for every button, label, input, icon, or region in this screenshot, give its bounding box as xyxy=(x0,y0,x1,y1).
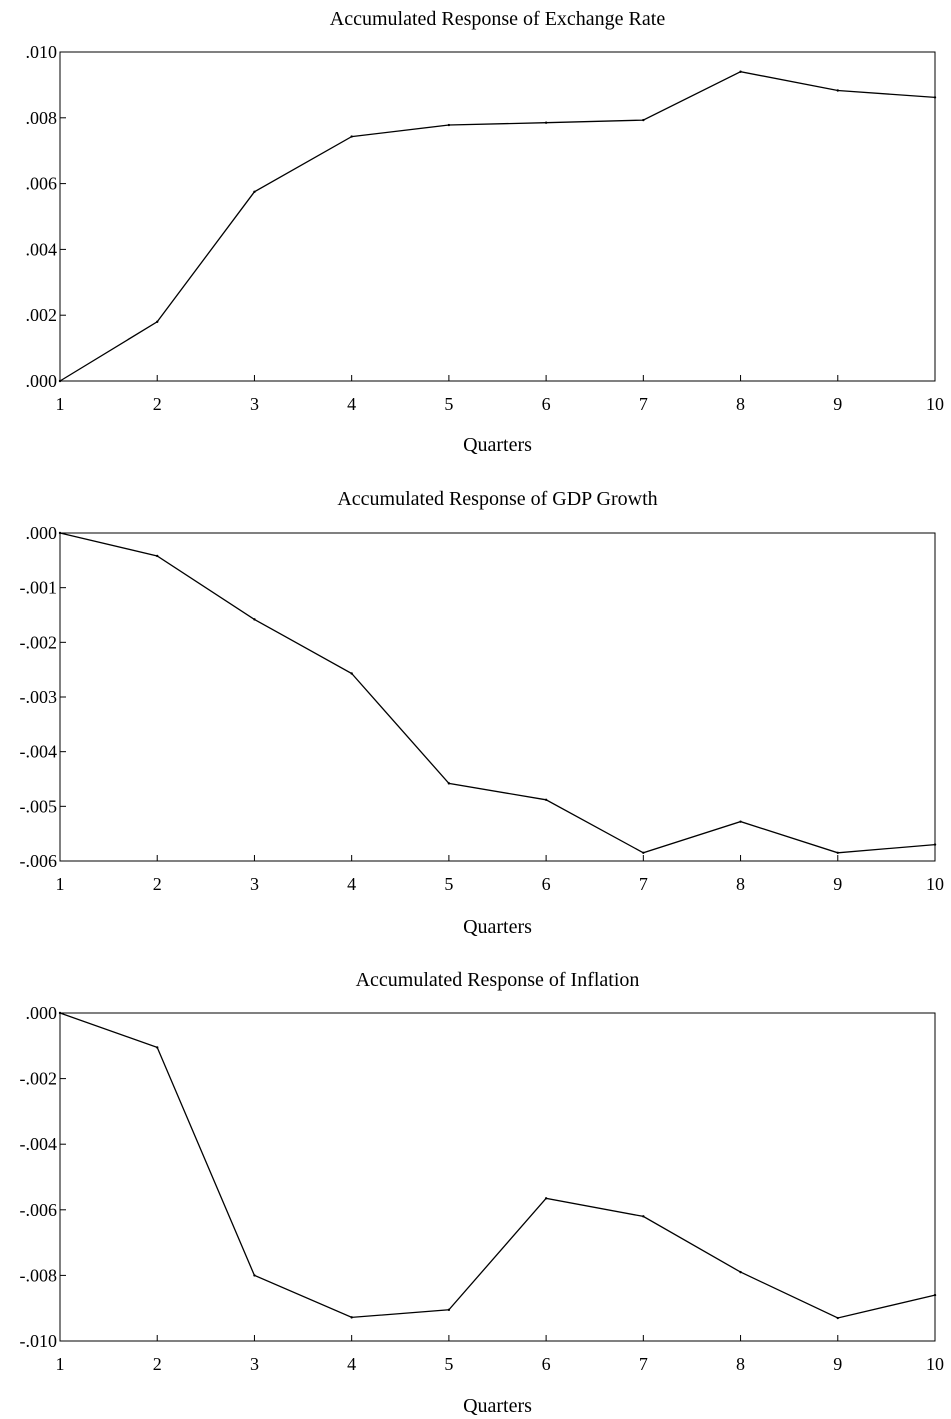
data-point xyxy=(836,1316,839,1320)
x-tick-label: 6 xyxy=(542,394,551,414)
chart-title: Accumulated Response of GDP Growth xyxy=(337,488,657,510)
x-tick-label: 8 xyxy=(736,1354,745,1374)
data-point xyxy=(933,96,937,99)
response-line xyxy=(59,71,936,382)
y-tick-label: .000 xyxy=(26,523,58,543)
x-tick-label: 9 xyxy=(833,1354,842,1374)
y-tick-label: -.010 xyxy=(20,1331,58,1351)
data-point xyxy=(156,320,159,323)
data-point xyxy=(836,851,839,854)
data-point xyxy=(447,782,451,785)
x-tick-label: 2 xyxy=(153,1354,162,1374)
y-tick-label: -.002 xyxy=(20,632,58,652)
chart-title: Accumulated Response of Inflation xyxy=(356,969,640,991)
data-point xyxy=(544,798,548,801)
data-point xyxy=(642,1215,645,1218)
x-tick-label: 3 xyxy=(250,394,259,414)
x-tick-label: 4 xyxy=(347,874,356,894)
chart-title: Accumulated Response of Exchange Rate xyxy=(330,8,666,30)
x-axis-label: Quarters xyxy=(463,434,532,456)
data-point xyxy=(447,123,451,127)
y-tick-label: -.001 xyxy=(20,578,58,598)
data-point xyxy=(156,1046,159,1049)
y-tick-label: -.005 xyxy=(20,796,58,816)
y-tick-label: -.006 xyxy=(20,851,58,871)
data-point xyxy=(836,89,839,92)
data-point xyxy=(933,843,937,846)
data-point xyxy=(253,190,256,194)
data-point xyxy=(58,379,62,383)
x-tick-label: 7 xyxy=(639,394,648,414)
data-point xyxy=(642,851,645,854)
y-tick-label: -.004 xyxy=(20,742,58,762)
x-tick-label: 6 xyxy=(542,874,551,894)
data-point xyxy=(58,531,62,535)
y-tick-label: -.006 xyxy=(20,1200,58,1220)
data-point xyxy=(544,121,548,124)
data-point xyxy=(58,1011,62,1015)
y-tick-label: .010 xyxy=(26,42,58,62)
plot-frame xyxy=(59,51,936,382)
y-tick-label: -.002 xyxy=(20,1069,58,1089)
data-point xyxy=(253,618,256,621)
x-tick-label: 10 xyxy=(926,394,944,414)
x-axis-label: Quarters xyxy=(463,916,532,938)
y-tick-label: -.003 xyxy=(20,687,58,707)
data-point xyxy=(739,1270,742,1274)
x-tick-label: 2 xyxy=(153,874,162,894)
response-line xyxy=(59,532,936,854)
x-tick-label: 5 xyxy=(444,394,453,414)
x-tick-label: 5 xyxy=(444,1354,453,1374)
y-tick-label: -.008 xyxy=(20,1265,58,1285)
y-tick-label: .000 xyxy=(26,1003,58,1023)
data-point xyxy=(350,135,353,138)
data-point xyxy=(739,820,742,823)
y-tick-label: -.004 xyxy=(20,1134,58,1154)
x-tick-label: 7 xyxy=(639,1354,648,1374)
x-tick-label: 10 xyxy=(926,1354,944,1374)
response-line xyxy=(59,1012,936,1319)
x-tick-label: 4 xyxy=(347,1354,356,1374)
x-tick-label: 3 xyxy=(250,874,259,894)
x-tick-label: 8 xyxy=(736,874,745,894)
chart-panel-1: Accumulated Response of Exchange Rate .00… xyxy=(26,8,945,456)
y-tick-label: .004 xyxy=(26,239,58,259)
data-point xyxy=(350,672,353,675)
x-tick-label: 9 xyxy=(833,394,842,414)
chart-panel-3: Accumulated Response of Inflation .000 -.0… xyxy=(20,969,945,1417)
x-tick-label: 1 xyxy=(56,394,65,414)
y-tick-label: .006 xyxy=(26,174,58,194)
x-tick-label: 7 xyxy=(639,874,648,894)
plot-frame xyxy=(59,532,936,862)
data-point xyxy=(642,118,645,122)
y-tick-label: .008 xyxy=(26,108,58,128)
data-point xyxy=(350,1316,353,1319)
x-tick-label: 5 xyxy=(444,874,453,894)
x-tick-label: 4 xyxy=(347,394,356,414)
x-tick-label: 8 xyxy=(736,394,745,414)
y-tick-label: .000 xyxy=(26,371,58,391)
x-tick-label: 1 xyxy=(56,1354,65,1374)
x-tick-label: 6 xyxy=(542,1354,551,1374)
data-point xyxy=(253,1274,256,1277)
plot-frame xyxy=(59,1012,936,1342)
chart-panel-2: Accumulated Response of GDP Growth .000 -.… xyxy=(20,488,945,938)
data-point xyxy=(933,1293,937,1297)
data-point xyxy=(156,554,159,558)
x-tick-label: 2 xyxy=(153,394,162,414)
data-point xyxy=(447,1308,451,1312)
y-tick-label: .002 xyxy=(26,305,58,325)
x-tick-label: 3 xyxy=(250,1354,259,1374)
data-point xyxy=(544,1197,548,1200)
x-tick-label: 9 xyxy=(833,874,842,894)
x-tick-label: 1 xyxy=(56,874,65,894)
data-point xyxy=(739,70,742,73)
x-axis-label: Quarters xyxy=(463,1395,532,1417)
x-tick-label: 10 xyxy=(926,874,944,894)
